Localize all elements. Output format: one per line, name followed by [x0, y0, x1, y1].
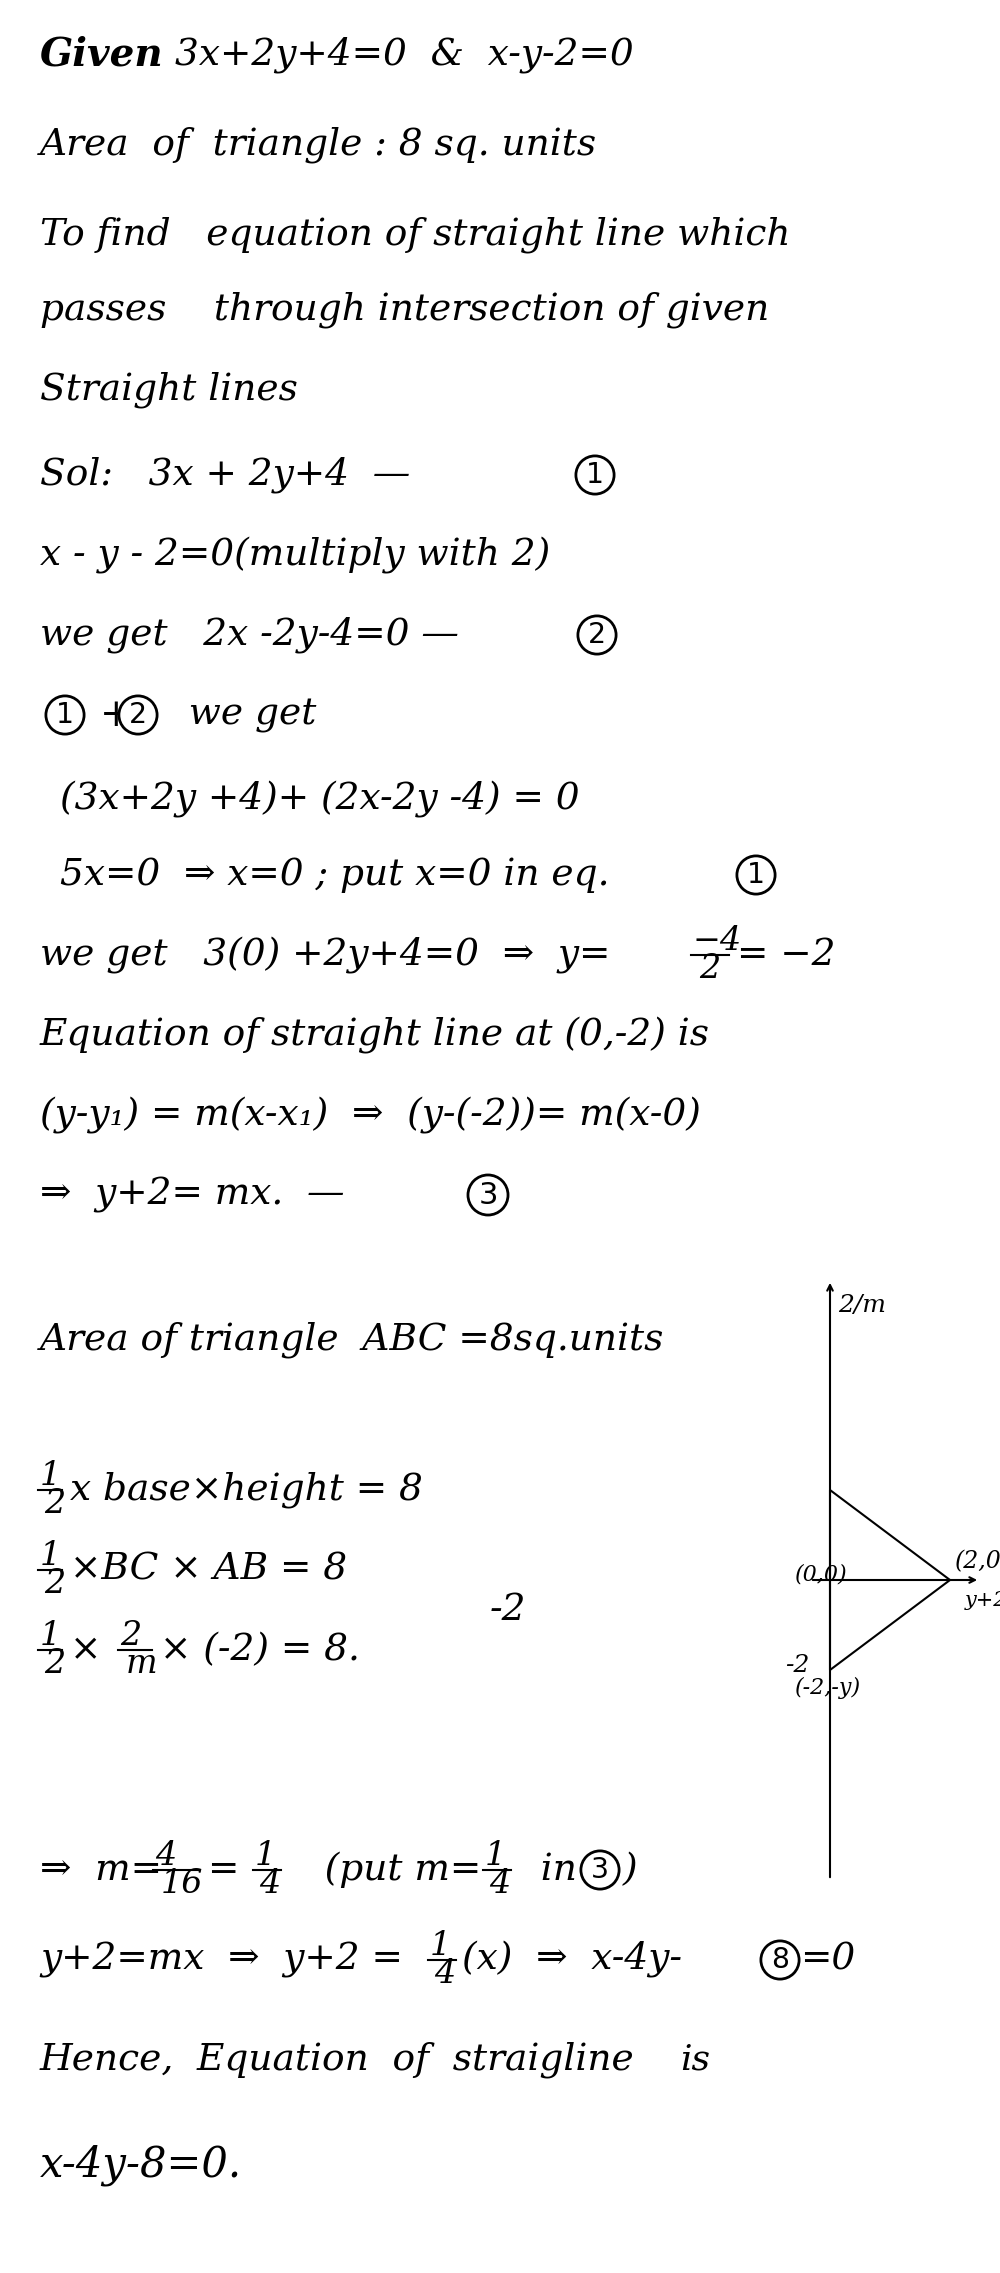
- Text: ×BC × AB = 8: ×BC × AB = 8: [70, 1552, 347, 1589]
- Text: y+2=mx  ⇒  y+2 =: y+2=mx ⇒ y+2 =: [40, 1941, 403, 1978]
- Text: Hence,  Equation  of  straigline: Hence, Equation of straigline: [40, 2041, 658, 2078]
- Text: y+2=mx: y+2=mx: [965, 1591, 1000, 1609]
- Text: Sol:   3x + 2y+4  —: Sol: 3x + 2y+4 —: [40, 457, 410, 493]
- Text: 4: 4: [489, 1868, 510, 1900]
- Text: passes    through intersection of given: passes through intersection of given: [40, 291, 769, 327]
- Text: 2: 2: [699, 952, 720, 984]
- Text: (3x+2y +4)+ (2x-2y -4) = 0: (3x+2y +4)+ (2x-2y -4) = 0: [60, 782, 580, 818]
- Text: 3: 3: [591, 1857, 609, 1884]
- Text: ): ): [623, 1852, 638, 1889]
- Text: =0: =0: [800, 1941, 855, 1978]
- Text: x base×height = 8: x base×height = 8: [70, 1471, 423, 1509]
- Text: (x)  ⇒  x-4y-: (x) ⇒ x-4y-: [462, 1941, 682, 1978]
- Text: 2: 2: [588, 621, 606, 650]
- Text: Area  of  triangle : 8 sq. units: Area of triangle : 8 sq. units: [40, 127, 597, 164]
- Text: Equation of straight line at (0,-2) is: Equation of straight line at (0,-2) is: [40, 1016, 710, 1052]
- Text: 2: 2: [44, 1648, 65, 1680]
- Text: × (-2) = 8.: × (-2) = 8.: [160, 1632, 360, 1668]
- Text: 3x+2y+4=0  &  x-y-2=0: 3x+2y+4=0 & x-y-2=0: [175, 36, 634, 73]
- Text: 2: 2: [44, 1489, 65, 1521]
- Text: 2: 2: [120, 1621, 141, 1652]
- Text: (y-y₁) = m(x-x₁)  ⇒  (y-(-2))= m(x-0): (y-y₁) = m(x-x₁) ⇒ (y-(-2))= m(x-0): [40, 1096, 701, 1134]
- Text: m: m: [126, 1648, 158, 1680]
- Text: = −2: = −2: [737, 936, 836, 973]
- Text: (put m=: (put m=: [289, 1852, 481, 1889]
- Text: 1: 1: [586, 461, 604, 489]
- Text: 2/m: 2/m: [838, 1293, 886, 1316]
- Text: we get: we get: [165, 698, 316, 732]
- Text: 1: 1: [255, 1841, 276, 1873]
- Text: 1: 1: [485, 1841, 506, 1873]
- Text: in: in: [517, 1852, 589, 1889]
- Text: ⇒  m=: ⇒ m=: [40, 1852, 162, 1889]
- Text: 4: 4: [259, 1868, 280, 1900]
- Text: x - y - 2=0(multiply with 2): x - y - 2=0(multiply with 2): [40, 536, 550, 573]
- Text: −4: −4: [693, 925, 742, 957]
- Text: To find   equation of straight line which: To find equation of straight line which: [40, 216, 790, 252]
- Text: 5x=0  ⇒ x=0 ; put x=0 in eq.: 5x=0 ⇒ x=0 ; put x=0 in eq.: [60, 857, 610, 893]
- Text: (0,0): (0,0): [795, 1564, 848, 1587]
- Text: =: =: [207, 1852, 238, 1889]
- Text: -2: -2: [785, 1652, 809, 1677]
- Text: 1: 1: [747, 861, 765, 889]
- Text: Straight lines: Straight lines: [40, 373, 298, 409]
- Text: (-2,-y): (-2,-y): [795, 1677, 861, 1698]
- Text: 1: 1: [40, 1621, 61, 1652]
- Text: Given: Given: [40, 36, 164, 75]
- Text: 4: 4: [155, 1841, 176, 1873]
- Text: 4: 4: [434, 1957, 455, 1989]
- Text: (2,0): (2,0): [955, 1550, 1000, 1573]
- Text: 3: 3: [478, 1180, 498, 1209]
- Text: -2: -2: [490, 1591, 526, 1627]
- Text: we get   2x -2y-4=0 —: we get 2x -2y-4=0 —: [40, 616, 459, 652]
- Text: x-4y-8=0.: x-4y-8=0.: [40, 2143, 242, 2187]
- Text: Area of triangle  ABC =8sq.units: Area of triangle ABC =8sq.units: [40, 1323, 664, 1359]
- Text: +: +: [100, 696, 133, 734]
- Text: 1: 1: [430, 1930, 451, 1962]
- Text: 2: 2: [44, 1568, 65, 1600]
- Text: 16: 16: [161, 1868, 204, 1900]
- Text: ⇒  y+2= mx.  —: ⇒ y+2= mx. —: [40, 1177, 344, 1214]
- Text: ×: ×: [70, 1632, 101, 1668]
- Text: is: is: [680, 2043, 710, 2078]
- Text: 1: 1: [56, 700, 74, 730]
- Text: 8: 8: [771, 1946, 789, 1973]
- Text: we get   3(0) +2y+4=0  ⇒  y=: we get 3(0) +2y+4=0 ⇒ y=: [40, 936, 610, 973]
- Text: 2: 2: [129, 700, 147, 730]
- Text: 1: 1: [40, 1459, 61, 1491]
- Text: 1: 1: [40, 1541, 61, 1573]
